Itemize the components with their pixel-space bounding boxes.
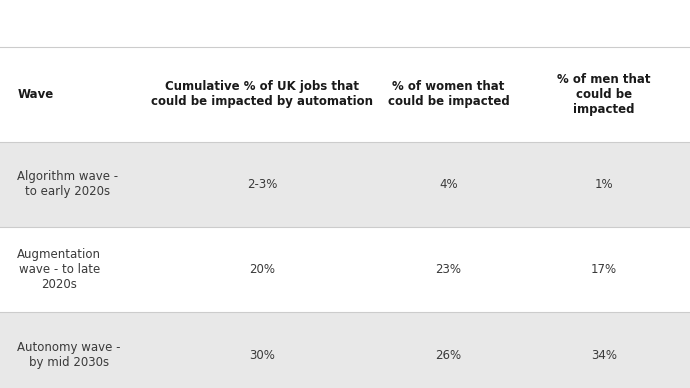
Bar	[0, 142, 690, 227]
Text: 4%: 4%	[440, 178, 457, 191]
Text: Augmentation
wave - to late
2020s: Augmentation wave - to late 2020s	[17, 248, 101, 291]
Text: % of women that
could be impacted: % of women that could be impacted	[388, 80, 509, 108]
Text: 2-3%: 2-3%	[247, 178, 277, 191]
Bar	[0, 47, 690, 142]
Text: % of men that
could be
impacted: % of men that could be impacted	[557, 73, 651, 116]
Text: 30%: 30%	[249, 348, 275, 362]
Text: Wave: Wave	[17, 88, 54, 100]
Text: Algorithm wave -
to early 2020s: Algorithm wave - to early 2020s	[17, 170, 119, 198]
Bar	[0, 227, 690, 312]
Bar	[0, 312, 690, 388]
Text: 20%: 20%	[249, 263, 275, 276]
Text: 1%: 1%	[595, 178, 613, 191]
Text: 34%: 34%	[591, 348, 617, 362]
Text: Autonomy wave -
by mid 2030s: Autonomy wave - by mid 2030s	[17, 341, 121, 369]
Text: 26%: 26%	[435, 348, 462, 362]
Text: 17%: 17%	[591, 263, 617, 276]
Text: Cumulative % of UK jobs that
could be impacted by automation: Cumulative % of UK jobs that could be im…	[151, 80, 373, 108]
Text: 23%: 23%	[435, 263, 462, 276]
